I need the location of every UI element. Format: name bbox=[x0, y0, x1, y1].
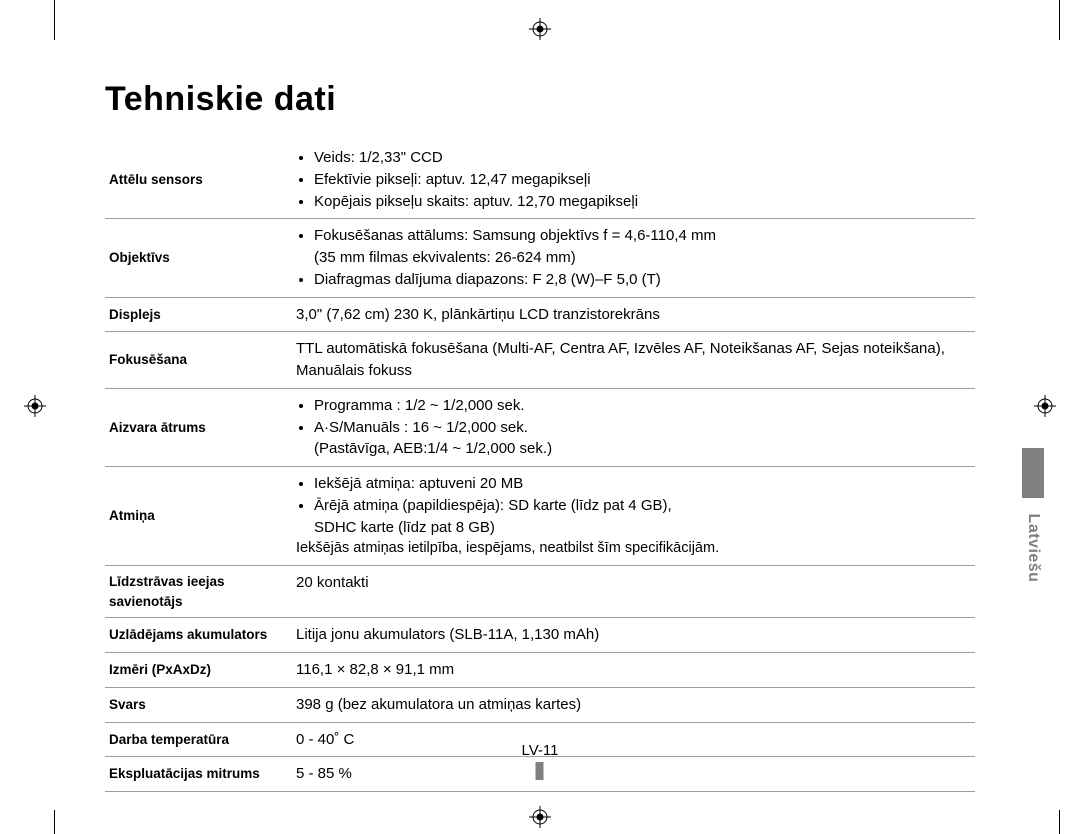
spec-label: Līdzstrāvas ieejas savienotājs bbox=[105, 566, 292, 618]
crop-line bbox=[1059, 0, 1060, 40]
table-row: Svars 398 g (bez akumulatora un atmiņas … bbox=[105, 687, 975, 722]
crop-line bbox=[54, 0, 55, 40]
spec-value: 5 - 85 % bbox=[292, 757, 975, 792]
spec-table: Attēlu sensors Veids: 1/2,33" CCD Efektī… bbox=[105, 141, 975, 792]
spec-label: Atmiņa bbox=[105, 467, 292, 566]
spec-label: Izmēri (PxAxDz) bbox=[105, 653, 292, 688]
spec-value: Programma : 1/2 ~ 1/2,000 sek. A·S/Manuā… bbox=[292, 388, 975, 466]
bullet: Diafragmas dalījuma diapazons: F 2,8 (W)… bbox=[314, 269, 967, 291]
table-row: Fokusēšana TTL automātiskā fokusēšana (M… bbox=[105, 332, 975, 389]
spec-value: 20 kontakti bbox=[292, 566, 975, 618]
spec-label: Ekspluatācijas mitrums bbox=[105, 757, 292, 792]
tab-label: Latviešu bbox=[1024, 514, 1042, 583]
table-row: Aizvara ātrums Programma : 1/2 ~ 1/2,000… bbox=[105, 388, 975, 466]
spec-value: 0 - 40˚ C bbox=[292, 722, 975, 757]
note-text: Iekšējās atmiņas ietilpība, iespējams, n… bbox=[296, 538, 967, 559]
registration-mark-icon bbox=[1034, 395, 1056, 417]
crop-line bbox=[1059, 810, 1060, 834]
table-row: Attēlu sensors Veids: 1/2,33" CCD Efektī… bbox=[105, 141, 975, 219]
crop-line bbox=[54, 810, 55, 834]
bullet: Iekšējā atmiņa: aptuveni 20 MB bbox=[314, 473, 967, 495]
spec-label: Aizvara ātrums bbox=[105, 388, 292, 466]
tab-marker bbox=[1022, 448, 1044, 498]
spec-value: TTL automātiskā fokusēšana (Multi-AF, Ce… bbox=[292, 332, 975, 389]
table-row: Atmiņa Iekšējā atmiņa: aptuveni 20 MB Ār… bbox=[105, 467, 975, 566]
spec-label: Attēlu sensors bbox=[105, 141, 292, 219]
bullet: Programma : 1/2 ~ 1/2,000 sek. bbox=[314, 395, 967, 417]
spec-label: Displejs bbox=[105, 297, 292, 332]
bullet: A·S/Manuāls : 16 ~ 1/2,000 sek.(Pastāvīg… bbox=[314, 417, 967, 461]
bullet: Efektīvie pikseļi: aptuv. 12,47 megapiks… bbox=[314, 169, 967, 191]
table-row: Līdzstrāvas ieejas savienotājs 20 kontak… bbox=[105, 566, 975, 618]
spec-value: Iekšējā atmiņa: aptuveni 20 MB Ārējā atm… bbox=[292, 467, 975, 566]
spec-value: 116,1 × 82,8 × 91,1 mm bbox=[292, 653, 975, 688]
spec-value: Fokusēšanas attālums: Samsung objektīvs … bbox=[292, 219, 975, 297]
page-number: LV-11 bbox=[522, 742, 559, 780]
spec-value: 3,0" (7,62 cm) 230 K, plānkārtiņu LCD tr… bbox=[292, 297, 975, 332]
language-tab: Latviešu bbox=[1022, 448, 1044, 598]
registration-mark-icon bbox=[529, 18, 551, 40]
table-row: Displejs 3,0" (7,62 cm) 230 K, plānkārti… bbox=[105, 297, 975, 332]
spec-label: Fokusēšana bbox=[105, 332, 292, 389]
bullet: Fokusēšanas attālums: Samsung objektīvs … bbox=[314, 225, 967, 269]
table-row: Objektīvs Fokusēšanas attālums: Samsung … bbox=[105, 219, 975, 297]
bullet: Kopējais pikseļu skaits: aptuv. 12,70 me… bbox=[314, 191, 967, 213]
spec-label: Uzlādējams akumulators bbox=[105, 618, 292, 653]
bullet: Veids: 1/2,33" CCD bbox=[314, 147, 967, 169]
bullet: Ārējā atmiņa (papildiespēja): SD karte (… bbox=[314, 495, 967, 539]
spec-label: Svars bbox=[105, 687, 292, 722]
table-row: Uzlādējams akumulators Litija jonu akumu… bbox=[105, 618, 975, 653]
spec-label: Objektīvs bbox=[105, 219, 292, 297]
page-content: Tehniskie dati Attēlu sensors Veids: 1/2… bbox=[105, 80, 975, 792]
table-row: Izmēri (PxAxDz) 116,1 × 82,8 × 91,1 mm bbox=[105, 653, 975, 688]
spec-value: Veids: 1/2,33" CCD Efektīvie pikseļi: ap… bbox=[292, 141, 975, 219]
page-title: Tehniskie dati bbox=[105, 80, 975, 119]
registration-mark-icon bbox=[529, 806, 551, 828]
spec-value: Litija jonu akumulators (SLB-11A, 1,130 … bbox=[292, 618, 975, 653]
spec-value: 398 g (bez akumulatora un atmiņas kartes… bbox=[292, 687, 975, 722]
page-number-bar bbox=[536, 762, 544, 780]
spec-label: Darba temperatūra bbox=[105, 722, 292, 757]
registration-mark-icon bbox=[24, 395, 46, 417]
